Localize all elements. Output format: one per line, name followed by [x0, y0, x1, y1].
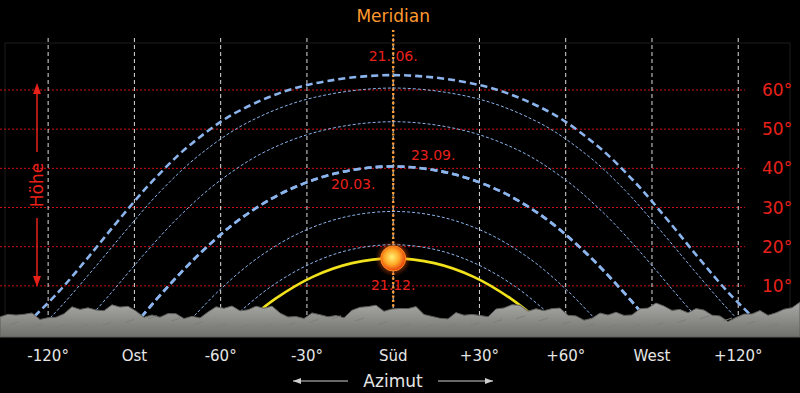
ground-texture — [723, 318, 732, 321]
y-axis-label: Höhe — [27, 163, 47, 207]
y-tick-label: 40° — [762, 158, 792, 178]
xlabel-arrow — [438, 381, 493, 382]
ground-texture — [516, 316, 525, 319]
series-label: 21. 06. — [369, 48, 418, 64]
series-label: 20.03. — [331, 176, 376, 192]
ground-texture — [171, 318, 180, 321]
ground-texture — [677, 320, 686, 323]
ground-texture — [125, 319, 134, 322]
ground-texture — [424, 325, 433, 328]
grid-line-x — [565, 38, 566, 325]
chart: Meridian 21. 06. 20.03. 23.09. 21.12. 10° 20° 3… — [0, 0, 800, 393]
grid-line-y — [0, 129, 745, 130]
sun-path — [43, 88, 743, 325]
arrow-head — [293, 378, 301, 384]
grid-line-x — [738, 38, 739, 325]
ground-texture — [493, 320, 502, 323]
ground-texture — [79, 324, 88, 327]
grid-line-x — [134, 38, 135, 325]
ground-texture — [286, 323, 295, 326]
x-tick-label: West — [634, 347, 671, 365]
ground-texture — [585, 324, 594, 327]
arrow-head — [33, 83, 41, 94]
ground-texture — [33, 324, 42, 327]
ground-texture — [194, 322, 203, 325]
arrow-head — [485, 378, 493, 384]
series-label: 21.12. — [371, 277, 416, 293]
ground-texture — [309, 320, 318, 323]
ground-texture — [102, 323, 111, 326]
y-tick-label: 20° — [762, 237, 792, 257]
ground-texture — [332, 316, 341, 319]
meridian-label: Meridian — [356, 6, 430, 26]
series-label: 23.09. — [411, 147, 456, 163]
grid-line-x — [651, 38, 652, 325]
grid-line-y — [0, 90, 745, 91]
ground-texture — [355, 318, 364, 321]
sun-glow — [375, 240, 411, 276]
y-tick-label: 30° — [762, 198, 792, 218]
ground-texture — [401, 324, 410, 327]
ground-texture — [263, 325, 272, 328]
plot-frame — [5, 43, 790, 325]
sun-path — [27, 75, 760, 324]
ylabel-arrow — [36, 218, 38, 284]
ground-texture — [148, 316, 157, 319]
x-axis-label: Azimut — [363, 371, 423, 391]
ground-texture — [10, 322, 19, 325]
ground-texture — [562, 321, 571, 324]
ground-texture — [792, 325, 800, 328]
ground-texture — [217, 324, 226, 327]
sun-path — [83, 122, 703, 325]
xlabel-arrow — [293, 381, 348, 382]
sun-path — [185, 211, 602, 325]
x-tick-label: -30° — [291, 347, 323, 365]
ground-texture — [700, 316, 709, 319]
ground-texture — [240, 325, 249, 328]
ground-texture — [631, 325, 640, 328]
grid-line-x — [48, 38, 49, 325]
sun-path — [134, 166, 652, 325]
x-tick-label: -120° — [27, 347, 69, 365]
grid-line-x — [220, 38, 221, 325]
ground-texture — [447, 325, 456, 328]
ground-texture — [746, 321, 755, 324]
ground-texture — [769, 324, 778, 327]
x-tick-label: +30° — [460, 347, 499, 365]
ground-texture — [539, 318, 548, 321]
ground-texture — [56, 325, 65, 328]
grid-line-y — [0, 207, 745, 208]
series-group — [27, 75, 760, 325]
x-tick-label: Süd — [379, 347, 408, 365]
grid-line-y — [0, 168, 745, 169]
x-tick-label: Ost — [122, 347, 148, 365]
x-tick-label: +60° — [546, 347, 585, 365]
arrow-head — [33, 276, 41, 287]
sun — [381, 246, 406, 271]
ground — [0, 302, 800, 337]
page: {"chart_data": { "type": "line", "xlabel… — [0, 0, 800, 393]
background — [0, 0, 800, 393]
x-tick-label: -60° — [205, 347, 237, 365]
ylabel-arrow — [36, 86, 38, 152]
y-tick-label: 50° — [762, 119, 792, 139]
ground-texture — [378, 321, 387, 324]
grid-line-y — [0, 246, 745, 247]
x-tick-label: +120° — [714, 347, 763, 365]
ground-texture — [470, 323, 479, 326]
sun-path — [134, 166, 652, 325]
ground-texture — [608, 325, 617, 328]
y-tick-label: 10° — [762, 276, 792, 296]
y-tick-label: 60° — [762, 80, 792, 100]
ground-texture — [654, 323, 663, 326]
